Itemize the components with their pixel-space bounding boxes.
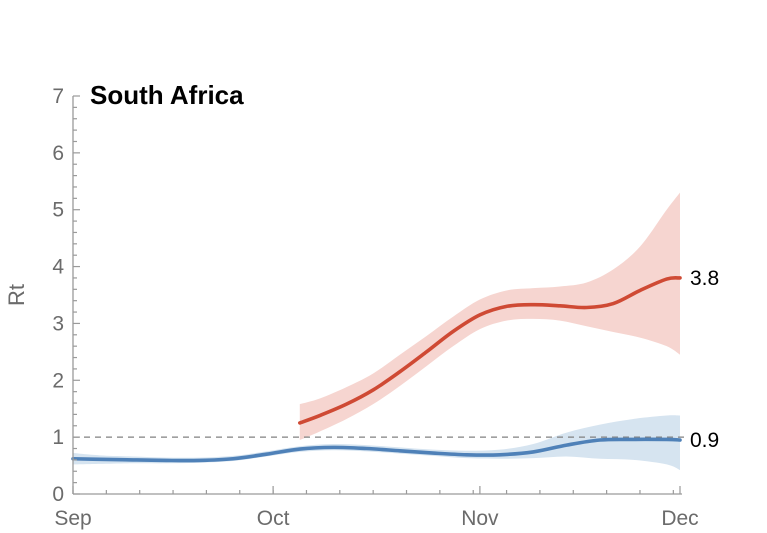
y-tick-label: 2 <box>52 369 64 392</box>
series-0-end-label: 0.9 <box>690 429 719 452</box>
series-end-labels: 0.9 3.8 <box>690 267 719 452</box>
series-0-line <box>71 437 682 463</box>
y-tick-label: 0 <box>52 483 64 506</box>
confidence-bands <box>73 192 680 471</box>
y-axis-label: Rt <box>4 284 29 306</box>
y-tick-label: 7 <box>52 85 64 108</box>
y-tick-label: 5 <box>52 199 64 222</box>
x-tick-label: Dec <box>661 507 698 530</box>
series-lines <box>71 276 682 463</box>
chart-title: South Africa <box>90 80 244 110</box>
x-tick-label: Oct <box>257 507 290 530</box>
x-tick-label: Nov <box>461 507 499 530</box>
y-axis-ticks: 0 1 2 3 4 5 6 7 <box>52 85 80 506</box>
y-tick-label: 3 <box>52 312 64 335</box>
series-0-confidence-band <box>73 415 680 471</box>
series-1-end-label: 3.8 <box>690 267 719 290</box>
y-tick-label: 6 <box>52 142 64 165</box>
x-tick-label: Sep <box>54 507 91 530</box>
series-1-confidence-band <box>299 192 680 440</box>
y-tick-label: 4 <box>52 256 64 279</box>
y-tick-label: 1 <box>52 426 64 449</box>
series-1-line <box>297 276 682 425</box>
x-axis-ticks: Sep Oct Nov Dec <box>54 486 699 530</box>
